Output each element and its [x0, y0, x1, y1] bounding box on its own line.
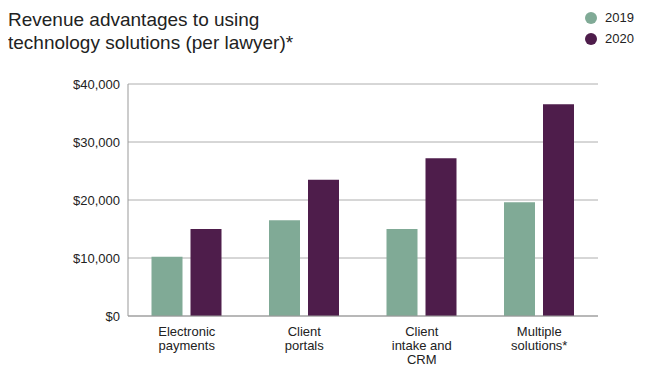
svg-text:Electronicpayments: Electronicpayments — [158, 324, 216, 353]
svg-text:Clientportals: Clientportals — [285, 324, 325, 353]
svg-text:$30,000: $30,000 — [73, 135, 120, 150]
html-text:Revenue advantages to using te: Revenue advantages to using technology s… — [8, 9, 294, 53]
svg-text:Clientintake andCRM: Clientintake andCRM — [392, 324, 452, 367]
svg-text:$20,000: $20,000 — [73, 193, 120, 208]
svg-text:Multiplesolutions*: Multiplesolutions* — [511, 324, 567, 353]
html-text:2019: 2019 — [605, 10, 634, 25]
svg-text:$40,000: $40,000 — [73, 77, 120, 92]
html-text:2020: 2020 — [605, 31, 634, 46]
svg-text:$10,000: $10,000 — [73, 251, 120, 266]
svg-text:$0: $0 — [106, 309, 120, 324]
